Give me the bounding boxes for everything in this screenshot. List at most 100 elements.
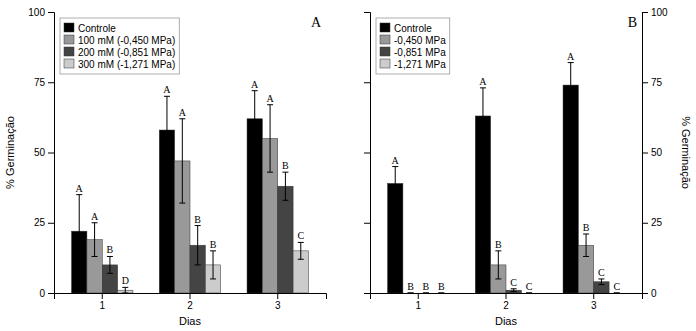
error-bar bbox=[164, 96, 170, 163]
bar bbox=[434, 293, 449, 294]
x-tick: 2 bbox=[187, 293, 193, 311]
error-bar bbox=[438, 293, 444, 294]
error-bar bbox=[92, 223, 98, 257]
y-tick bbox=[364, 12, 370, 13]
y-tick: 25 bbox=[34, 217, 54, 228]
panel-title: B bbox=[628, 15, 637, 30]
y-tick-mark bbox=[642, 82, 648, 83]
y-tick bbox=[364, 293, 370, 294]
significance-label: B bbox=[423, 281, 430, 292]
x-tick: 1 bbox=[99, 293, 105, 311]
legend-swatch bbox=[64, 23, 74, 32]
significance-label: A bbox=[179, 107, 187, 118]
y-tick-mark bbox=[364, 223, 370, 224]
bar bbox=[403, 293, 418, 294]
significance-label: A bbox=[392, 155, 400, 166]
axis-line bbox=[55, 294, 327, 300]
x-tick: 3 bbox=[591, 293, 597, 311]
legend-label: Controle bbox=[78, 23, 116, 34]
legend-swatch bbox=[64, 59, 74, 68]
significance-label: A bbox=[76, 183, 84, 194]
error-bar bbox=[423, 293, 429, 294]
significance-label: C bbox=[598, 267, 605, 278]
x-tick-label: 3 bbox=[275, 300, 281, 311]
x-tick: 2 bbox=[503, 293, 509, 311]
legend-label: -0,450 MPa bbox=[394, 35, 446, 46]
y-tick: 75 bbox=[34, 77, 54, 88]
significance-label: B bbox=[210, 239, 217, 250]
legend-swatch bbox=[380, 47, 390, 56]
x-tick-label: 3 bbox=[591, 300, 597, 311]
significance-label: B bbox=[194, 214, 201, 225]
x-tick-mark bbox=[506, 293, 507, 299]
y-tick: 25 bbox=[642, 217, 663, 228]
y-tick-mark bbox=[48, 293, 54, 294]
y-tick-mark bbox=[48, 82, 54, 83]
y-tick-mark bbox=[364, 293, 370, 294]
significance-label: C bbox=[510, 277, 517, 288]
y-tick bbox=[364, 223, 370, 224]
bar bbox=[609, 293, 624, 294]
panel: 1230255075100AAAAAABBBDBCADias% Germinaç… bbox=[4, 7, 327, 327]
y-axis: 0255075100 bbox=[28, 7, 54, 299]
y-tick: 100 bbox=[28, 7, 54, 18]
annotations: AAABBBBCCBCC bbox=[392, 51, 621, 292]
significance-label: A bbox=[479, 76, 487, 87]
error-bar bbox=[282, 172, 288, 200]
error-bar bbox=[107, 256, 113, 273]
y-tick-label: 0 bbox=[651, 288, 657, 299]
legend-swatch bbox=[380, 59, 390, 68]
y-axis-title: % Germinação bbox=[4, 116, 16, 189]
legend-label: 300 mM (-1,271 MPa) bbox=[78, 59, 175, 70]
x-tick-label: 1 bbox=[99, 300, 105, 311]
axis-line bbox=[364, 13, 371, 294]
bar bbox=[278, 186, 293, 293]
y-tick-mark bbox=[364, 12, 370, 13]
annotations: AAAAAABBBDBC bbox=[76, 79, 305, 287]
y-tick-mark bbox=[642, 223, 648, 224]
y-tick-label: 100 bbox=[651, 7, 668, 18]
error-bar bbox=[76, 195, 82, 268]
y-tick bbox=[364, 153, 370, 154]
axis-line bbox=[371, 294, 643, 300]
error-bar bbox=[583, 234, 589, 256]
y-tick: 0 bbox=[642, 288, 657, 299]
significance-label: C bbox=[297, 230, 304, 241]
legend-label: 200 mM (-0,851 MPa) bbox=[78, 47, 175, 58]
x-axis: 1 2 3 bbox=[371, 293, 643, 311]
significance-label: D bbox=[122, 275, 129, 286]
error-bar bbox=[495, 251, 501, 279]
x-tick-mark bbox=[190, 293, 191, 299]
bar bbox=[563, 85, 578, 293]
error-bar bbox=[568, 63, 574, 108]
bar bbox=[418, 293, 433, 294]
axis-line bbox=[48, 13, 55, 294]
legend-label: -1,271 MPa bbox=[394, 59, 446, 70]
y-tick-mark bbox=[364, 153, 370, 154]
error-bar bbox=[298, 242, 304, 259]
legend-swatch bbox=[64, 35, 74, 44]
x-tick-mark bbox=[418, 293, 419, 299]
significance-label: B bbox=[438, 281, 445, 292]
significance-label: A bbox=[251, 79, 259, 90]
legend-label: -0,851 MPa bbox=[394, 47, 446, 58]
bars bbox=[388, 63, 620, 293]
y-tick-label: 25 bbox=[651, 217, 663, 228]
significance-label: B bbox=[407, 281, 414, 292]
error-bar bbox=[480, 88, 486, 144]
panel-title: A bbox=[311, 15, 322, 30]
x-tick: 1 bbox=[415, 293, 421, 311]
x-tick: 3 bbox=[275, 293, 281, 311]
y-tick: 50 bbox=[642, 147, 663, 158]
y-tick-label: 50 bbox=[34, 147, 46, 158]
y-tick-mark bbox=[48, 223, 54, 224]
panel: 1230255075100AAABBBBCCBCCBDias% Germinaç… bbox=[364, 7, 692, 327]
significance-label: B bbox=[495, 239, 502, 250]
error-bar bbox=[392, 167, 398, 201]
legend: Controle-0,450 MPa-0,851 MPa-1,271 MPa bbox=[376, 18, 450, 74]
legend-frame bbox=[376, 18, 450, 74]
y-tick-label: 25 bbox=[34, 217, 46, 228]
x-tick-label: 2 bbox=[503, 300, 509, 311]
y-tick: 100 bbox=[642, 7, 668, 18]
y-axis-right: 0255075100 bbox=[642, 7, 668, 299]
